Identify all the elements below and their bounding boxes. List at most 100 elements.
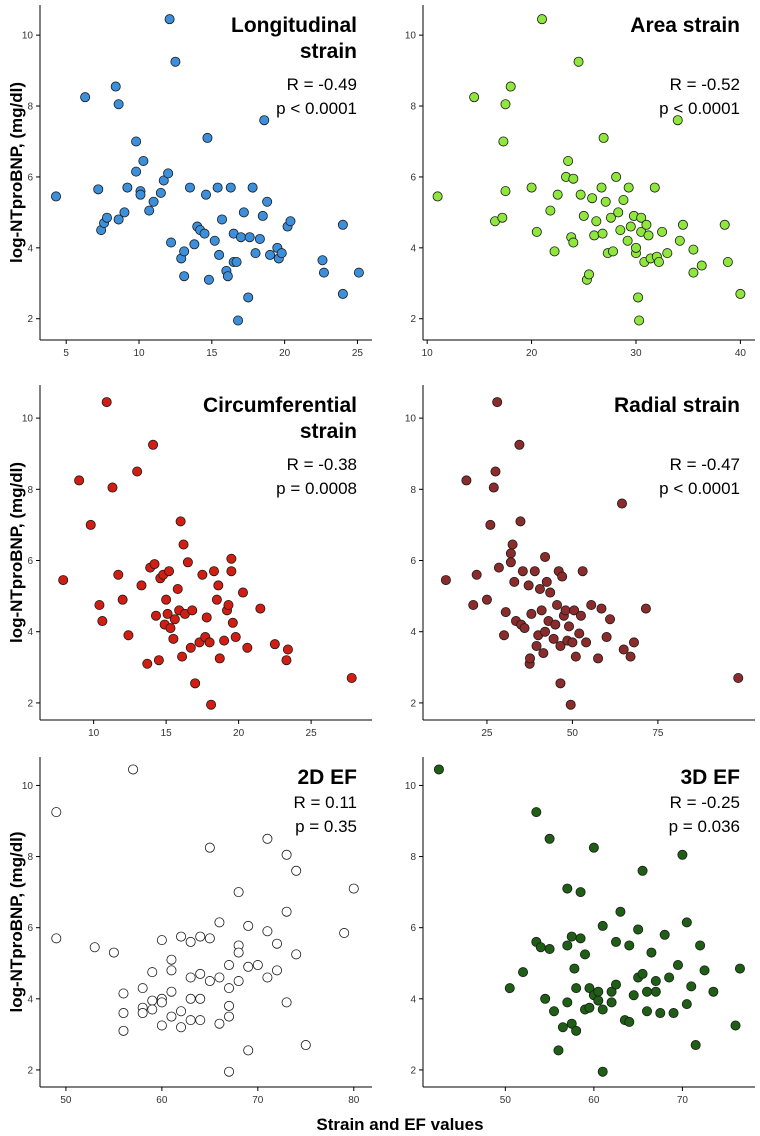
- point: [281, 997, 292, 1008]
- point: [681, 999, 692, 1010]
- point: [655, 1008, 666, 1019]
- point: [147, 967, 158, 978]
- point: [649, 182, 660, 193]
- label-stack: Area strain R = -0.52 p < 0.0001: [490, 13, 740, 121]
- point: [562, 997, 573, 1008]
- point: [247, 182, 258, 193]
- annotation: p < 0.0001: [659, 99, 740, 118]
- point: [553, 1045, 564, 1056]
- point: [202, 132, 213, 143]
- point: [688, 244, 699, 255]
- point: [262, 972, 273, 983]
- point: [540, 626, 551, 637]
- point: [575, 610, 586, 621]
- point: [584, 983, 595, 994]
- point: [575, 887, 586, 898]
- y-axis-label: log-NTproBNP, (mg/dl): [7, 832, 26, 1013]
- point: [233, 315, 244, 326]
- x-tick-label: 75: [652, 728, 664, 739]
- point: [653, 257, 664, 268]
- point: [176, 931, 187, 942]
- point: [185, 993, 196, 1004]
- point: [117, 594, 128, 605]
- point: [488, 482, 499, 493]
- point: [606, 986, 617, 997]
- point: [195, 931, 206, 942]
- point: [224, 1066, 235, 1077]
- title-box: Longitudinal strain: [107, 13, 357, 73]
- point: [628, 990, 639, 1001]
- point: [433, 764, 444, 775]
- point: [204, 842, 215, 853]
- point: [156, 997, 167, 1008]
- point: [147, 1004, 158, 1015]
- point: [634, 315, 645, 326]
- point: [163, 168, 174, 179]
- y-axis-label: log-NTproBNP, (mg/dl): [7, 82, 26, 263]
- point: [137, 983, 148, 994]
- point: [500, 186, 511, 197]
- point: [189, 239, 200, 250]
- point: [128, 764, 139, 775]
- panel: 2 4 6 8 10 10 20 30 40 Area strain R = -0.52 p < 0.…: [405, 5, 755, 359]
- x-tick-label: 50: [500, 1095, 512, 1106]
- point: [195, 993, 206, 1004]
- point: [147, 995, 158, 1006]
- point: [224, 1000, 235, 1011]
- x-tick-label: 25: [352, 348, 364, 359]
- point: [148, 439, 159, 450]
- point: [481, 594, 492, 605]
- x-tick-label: 25: [306, 728, 318, 739]
- point: [272, 965, 283, 976]
- point: [223, 600, 234, 611]
- x-tick-label: 15: [206, 348, 218, 359]
- annotation: p < 0.0001: [276, 99, 357, 118]
- point: [281, 655, 292, 666]
- annotation: R = -0.25: [669, 793, 740, 812]
- point: [262, 196, 273, 207]
- point: [549, 1006, 560, 1017]
- point: [250, 248, 261, 259]
- point: [317, 255, 328, 266]
- point: [178, 539, 189, 550]
- y-tick-label: 10: [405, 414, 417, 425]
- point: [517, 566, 528, 577]
- point: [199, 228, 210, 239]
- point: [176, 1006, 187, 1017]
- annotation: R = -0.47: [669, 455, 740, 474]
- point: [560, 605, 571, 616]
- point: [505, 81, 516, 92]
- point: [118, 1025, 129, 1036]
- point: [497, 212, 508, 223]
- point: [596, 182, 607, 193]
- point: [681, 917, 692, 928]
- point: [89, 942, 100, 953]
- panel-title: 2D EF: [297, 766, 357, 789]
- point: [580, 949, 591, 960]
- point: [164, 566, 175, 577]
- x-tick-label: 15: [161, 728, 173, 739]
- point: [624, 1016, 635, 1027]
- point: [166, 986, 177, 997]
- point: [526, 182, 537, 193]
- y-tick-label: 6: [27, 556, 33, 567]
- point: [138, 155, 149, 166]
- point: [339, 928, 350, 939]
- y-tick-label: 6: [27, 923, 33, 934]
- point: [153, 655, 164, 666]
- point: [233, 887, 244, 898]
- point: [562, 940, 573, 951]
- point: [605, 212, 616, 223]
- point: [636, 212, 647, 223]
- y-tick-label: 4: [27, 994, 33, 1005]
- y-tick-label: 8: [27, 852, 33, 863]
- title-box: Circumferential strain: [107, 393, 357, 453]
- point: [461, 475, 472, 486]
- panel: 2 4 6 8 10 25 50 75 Radial strain R = -0.47 p < 0.…: [405, 385, 755, 739]
- point: [601, 632, 612, 643]
- point: [569, 605, 580, 616]
- point: [185, 1015, 196, 1026]
- point: [213, 580, 224, 591]
- point: [276, 248, 287, 259]
- point: [584, 269, 595, 280]
